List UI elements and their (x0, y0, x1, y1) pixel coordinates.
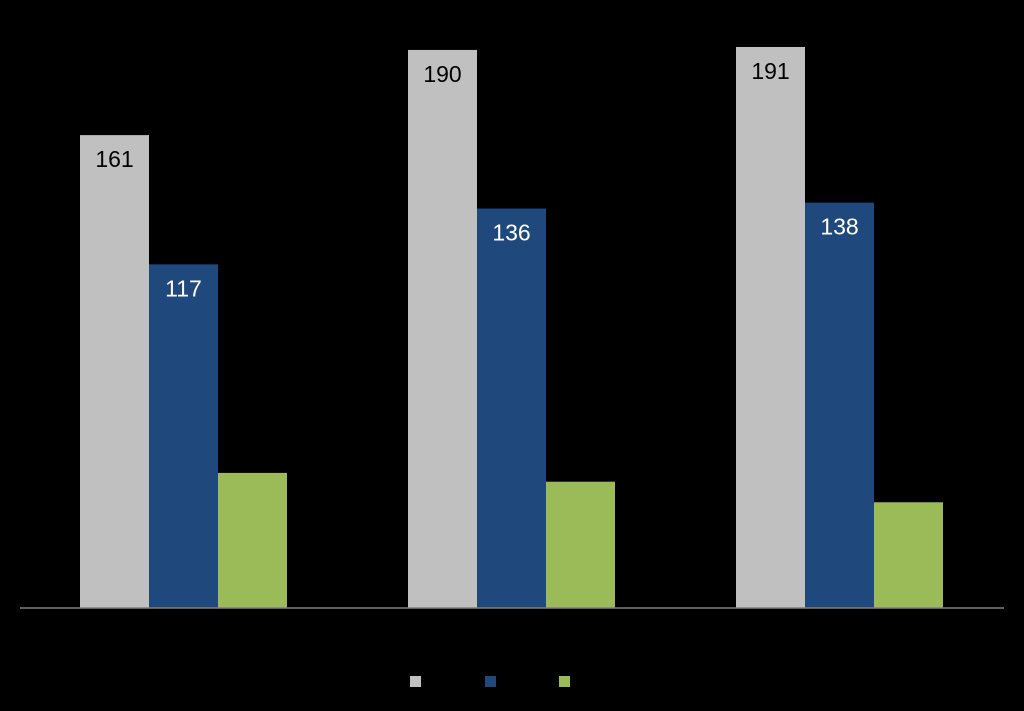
legend-swatch-series1 (410, 676, 421, 687)
bar-series2-cat3 (805, 202, 874, 608)
data-label-series2-cat1: 117 (165, 275, 202, 301)
bars-group: 161 190 191 117 136 138 (80, 47, 943, 609)
bar-series1-cat2 (408, 49, 477, 608)
bar-series3-cat2 (546, 481, 615, 608)
bar-series1-cat1 (80, 135, 149, 609)
bar-series3-cat3 (874, 502, 943, 608)
legend-swatch-series3 (559, 676, 570, 687)
legend (0, 676, 1024, 690)
data-label-series2-cat3: 138 (820, 214, 858, 240)
bar-series3-cat1 (218, 472, 287, 608)
data-label-series1-cat3: 191 (751, 58, 789, 84)
data-label-series1-cat2: 190 (423, 61, 461, 87)
legend-swatch-series2 (485, 676, 496, 687)
bar-series1-cat3 (736, 47, 805, 608)
bar-series2-cat2 (477, 208, 546, 609)
bar-series2-cat1 (149, 264, 218, 608)
data-label-series2-cat2: 136 (492, 220, 530, 246)
data-label-series1-cat1: 161 (95, 146, 133, 172)
